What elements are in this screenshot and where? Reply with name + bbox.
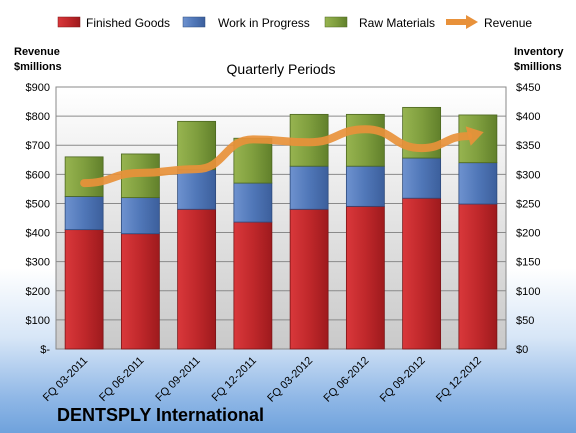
bar-raw-materials <box>345 113 385 167</box>
legend-label-raw-materials: Raw Materials <box>359 16 435 30</box>
legend: Finished Goods Work in Progress Raw Mate… <box>57 15 532 30</box>
left-tick-label: $900 <box>26 82 50 94</box>
left-tick-label: $700 <box>26 140 50 152</box>
right-axis-title-line1: Inventory <box>514 46 564 58</box>
legend-swatch-revenue <box>446 15 478 29</box>
bar-work-in-progress <box>458 162 498 205</box>
left-axis-title-line2: $millions <box>14 61 62 73</box>
legend-label-finished-goods: Finished Goods <box>86 16 170 30</box>
bar-finished-goods <box>289 208 329 350</box>
x-tick-label: FQ 09-2011 <box>153 355 202 404</box>
x-tick-label: FQ 09-2012 <box>378 355 428 405</box>
bar-finished-goods <box>120 233 160 350</box>
right-tick-label: $200 <box>516 228 540 240</box>
chart-title: Quarterly Periods <box>227 61 336 77</box>
bar-finished-goods <box>233 221 273 350</box>
x-tick-label: FQ 12-2011 <box>210 355 259 404</box>
legend-swatch-raw-materials <box>324 16 348 28</box>
bar-work-in-progress <box>120 197 160 235</box>
right-tick-label: $150 <box>516 257 540 269</box>
bar-finished-goods <box>458 203 498 350</box>
bar-raw-materials <box>64 156 104 197</box>
left-tick-label: $800 <box>26 111 50 123</box>
left-tick-label: $500 <box>26 198 50 210</box>
right-tick-label: $100 <box>516 286 540 298</box>
right-axis-title-line2: $millions <box>514 61 562 73</box>
left-axis-title-line1: Revenue <box>14 46 60 58</box>
bar-work-in-progress <box>64 196 104 231</box>
right-tick-label: $450 <box>516 82 540 94</box>
left-tick-label: $300 <box>26 257 50 269</box>
x-tick-label: FQ 03-2011 <box>41 355 90 404</box>
bar-finished-goods <box>64 229 104 350</box>
bar-work-in-progress <box>402 157 442 199</box>
right-tick-label: $400 <box>516 111 540 123</box>
legend-label-revenue: Revenue <box>484 16 532 30</box>
bar-work-in-progress <box>289 165 329 210</box>
x-tick-label: FQ 03-2012 <box>265 355 315 405</box>
left-tick-label: $200 <box>26 286 50 298</box>
bar-work-in-progress <box>233 182 273 223</box>
bar-work-in-progress <box>345 165 385 207</box>
right-tick-label: $350 <box>516 140 540 152</box>
x-tick-label: FQ 06-2011 <box>97 355 146 404</box>
bar-finished-goods <box>177 208 217 350</box>
left-tick-label: $- <box>40 344 50 356</box>
revenue-line <box>80 125 473 188</box>
left-tick-label: $400 <box>26 228 50 240</box>
bar-finished-goods <box>345 205 385 350</box>
bar-finished-goods <box>402 197 442 350</box>
legend-label-work-in-progress: Work in Progress <box>218 16 310 30</box>
left-tick-label: $100 <box>26 315 50 327</box>
x-tick-label: FQ 12-2012 <box>434 355 484 405</box>
revenue-arrowhead <box>465 126 484 146</box>
left-tick-label: $600 <box>26 169 50 181</box>
bar-work-in-progress <box>177 169 217 210</box>
revenue-line-layer <box>80 125 484 188</box>
right-tick-label: $300 <box>516 169 540 181</box>
legend-swatch-work-in-progress <box>182 16 206 28</box>
x-tick-label: FQ 06-2012 <box>322 355 372 405</box>
company-name: DENTSPLY International <box>57 405 264 425</box>
right-tick-label: $50 <box>516 315 534 327</box>
right-tick-label: $250 <box>516 198 540 210</box>
legend-swatch-finished-goods <box>57 16 81 28</box>
right-tick-label: $0 <box>516 344 528 356</box>
